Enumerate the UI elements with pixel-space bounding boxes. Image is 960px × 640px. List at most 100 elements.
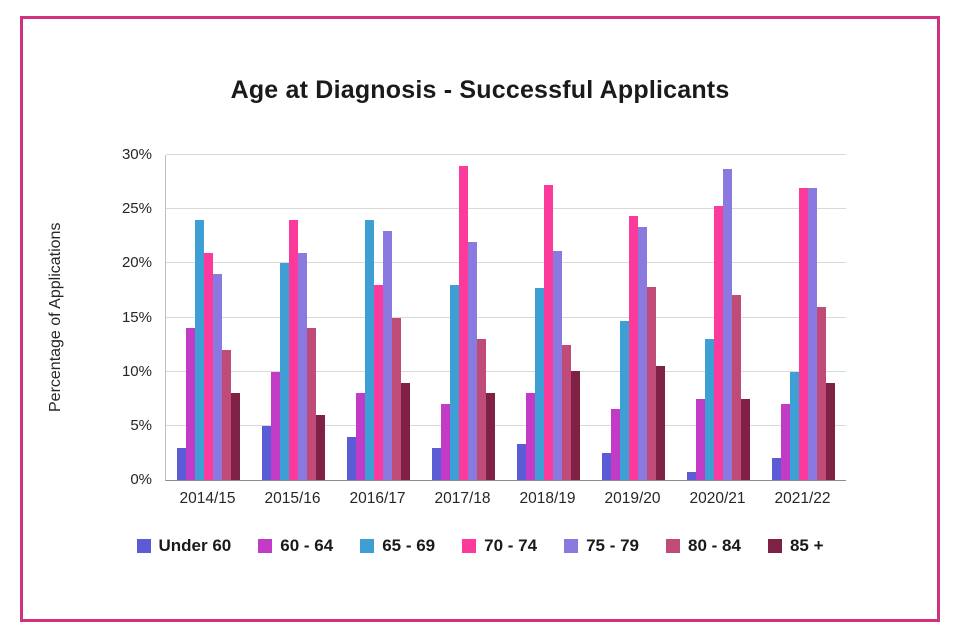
bar-80-84 xyxy=(307,328,316,480)
bar-85 xyxy=(656,366,665,480)
bar-85 xyxy=(571,370,580,480)
bar-75-79 xyxy=(383,230,392,480)
bar-60-64 xyxy=(271,371,280,480)
legend: Under 60 60 - 64 65 - 69 70 - 74 75 - 79 80 -… xyxy=(40,536,920,556)
legend-label: 85 + xyxy=(789,536,824,555)
legend-item-70-74: 70 - 74 xyxy=(462,536,537,556)
bar-groups xyxy=(166,155,846,480)
legend-item-65-69: 65 - 69 xyxy=(360,536,435,556)
x-axis-label: 2016/17 xyxy=(349,490,406,507)
legend-swatch-icon xyxy=(136,539,151,553)
bar-under-60 xyxy=(432,447,441,480)
chart-border-frame xyxy=(20,16,940,622)
bar-70-74 xyxy=(289,220,298,480)
legend-label: 75 - 79 xyxy=(586,536,639,555)
gridline xyxy=(166,262,846,264)
y-tick-label: 30% xyxy=(121,146,152,163)
legend-swatch-icon xyxy=(767,539,782,553)
x-axis-label: 2020/21 xyxy=(689,490,746,507)
y-tick-label: 25% xyxy=(121,200,152,218)
bar-65-69 xyxy=(535,288,544,480)
bar-65-69 xyxy=(450,285,459,480)
bar-75-79 xyxy=(468,241,477,480)
bar-under-60 xyxy=(687,472,696,480)
bar-70-74 xyxy=(544,185,553,480)
bar-75-79 xyxy=(808,187,817,480)
bar-70-74 xyxy=(204,252,213,480)
bar-80-84 xyxy=(732,294,741,480)
legend-label: 70 - 74 xyxy=(484,536,538,555)
legend-item-under-60: Under 60 xyxy=(136,536,232,556)
legend-swatch-icon xyxy=(462,539,477,553)
gridline xyxy=(166,316,846,318)
y-axis-title: Percentage of Applications xyxy=(47,222,64,413)
bar-80-84 xyxy=(222,350,231,480)
bar-70-74 xyxy=(459,165,468,480)
legend-item-85: 85 + xyxy=(767,536,824,556)
bar-80-84 xyxy=(392,317,401,480)
gridlines xyxy=(166,154,846,480)
y-tick-label: 15% xyxy=(121,308,152,326)
bar-75-79 xyxy=(553,251,562,480)
legend-item-60-64: 60 - 64 xyxy=(258,536,333,556)
bar-under-60 xyxy=(602,452,611,480)
bar-75-79 xyxy=(723,169,732,480)
bar-85 xyxy=(316,415,325,480)
bar-70-74 xyxy=(799,187,808,480)
bar-under-60 xyxy=(177,447,186,480)
bar-group-2020-21 xyxy=(676,155,761,480)
legend-swatch-icon xyxy=(666,539,680,553)
bar-80-84 xyxy=(477,339,486,480)
bar-65-69 xyxy=(365,220,374,480)
bar-group-2021-22 xyxy=(761,155,846,480)
bar-70-74 xyxy=(714,205,723,480)
legend-item-80-84: 80 - 84 xyxy=(666,536,741,556)
y-tick-label: 20% xyxy=(121,254,152,272)
legend-swatch-icon xyxy=(360,539,375,553)
gridline xyxy=(166,424,846,426)
x-axis-label: 2017/18 xyxy=(434,490,491,507)
bar-group-2016-17 xyxy=(336,155,421,480)
bar-60-64 xyxy=(526,393,535,480)
bar-65-69 xyxy=(280,263,289,480)
bar-under-60 xyxy=(517,444,526,480)
bar-75-79 xyxy=(298,252,307,480)
bar-group-2019-20 xyxy=(591,155,676,480)
bar-75-79 xyxy=(638,226,647,480)
bar-group-2014-15 xyxy=(166,155,251,480)
bar-under-60 xyxy=(262,425,271,480)
bar-65-69 xyxy=(195,220,204,480)
legend-swatch-icon xyxy=(258,539,273,553)
legend-label: Under 60 xyxy=(158,536,232,555)
gridline xyxy=(166,208,846,210)
bar-85 xyxy=(401,382,410,480)
bar-60-64 xyxy=(696,398,705,480)
y-tick-label: 5% xyxy=(130,416,152,434)
x-axis-label: 2019/20 xyxy=(604,490,661,507)
bar-60-64 xyxy=(441,404,450,480)
bar-60-64 xyxy=(781,404,790,480)
bar-group-2018-19 xyxy=(506,155,591,480)
bar-75-79 xyxy=(213,274,222,480)
gridline xyxy=(166,370,846,372)
bar-under-60 xyxy=(347,436,356,480)
gridline xyxy=(166,154,846,155)
y-tick-label: 10% xyxy=(121,362,152,380)
legend-swatch-icon xyxy=(564,539,579,553)
bar-85 xyxy=(486,393,495,480)
bar-65-69 xyxy=(705,339,714,480)
x-axis-label: 2018/19 xyxy=(519,490,576,507)
legend-label: 65 - 69 xyxy=(382,536,436,555)
chart-title: Age at Diagnosis - Successful Applicants xyxy=(230,76,730,104)
bar-60-64 xyxy=(611,408,620,480)
legend-label: 60 - 64 xyxy=(280,536,334,555)
bar-under-60 xyxy=(772,458,781,480)
x-axis-label: 2021/22 xyxy=(774,490,831,507)
bar-group-2017-18 xyxy=(421,155,506,480)
bar-70-74 xyxy=(629,215,638,480)
bar-80-84 xyxy=(647,287,656,480)
bar-60-64 xyxy=(356,393,365,480)
legend-item-75-79: 75 - 79 xyxy=(564,536,639,556)
bar-60-64 xyxy=(186,328,195,480)
bar-group-2015-16 xyxy=(251,155,336,480)
